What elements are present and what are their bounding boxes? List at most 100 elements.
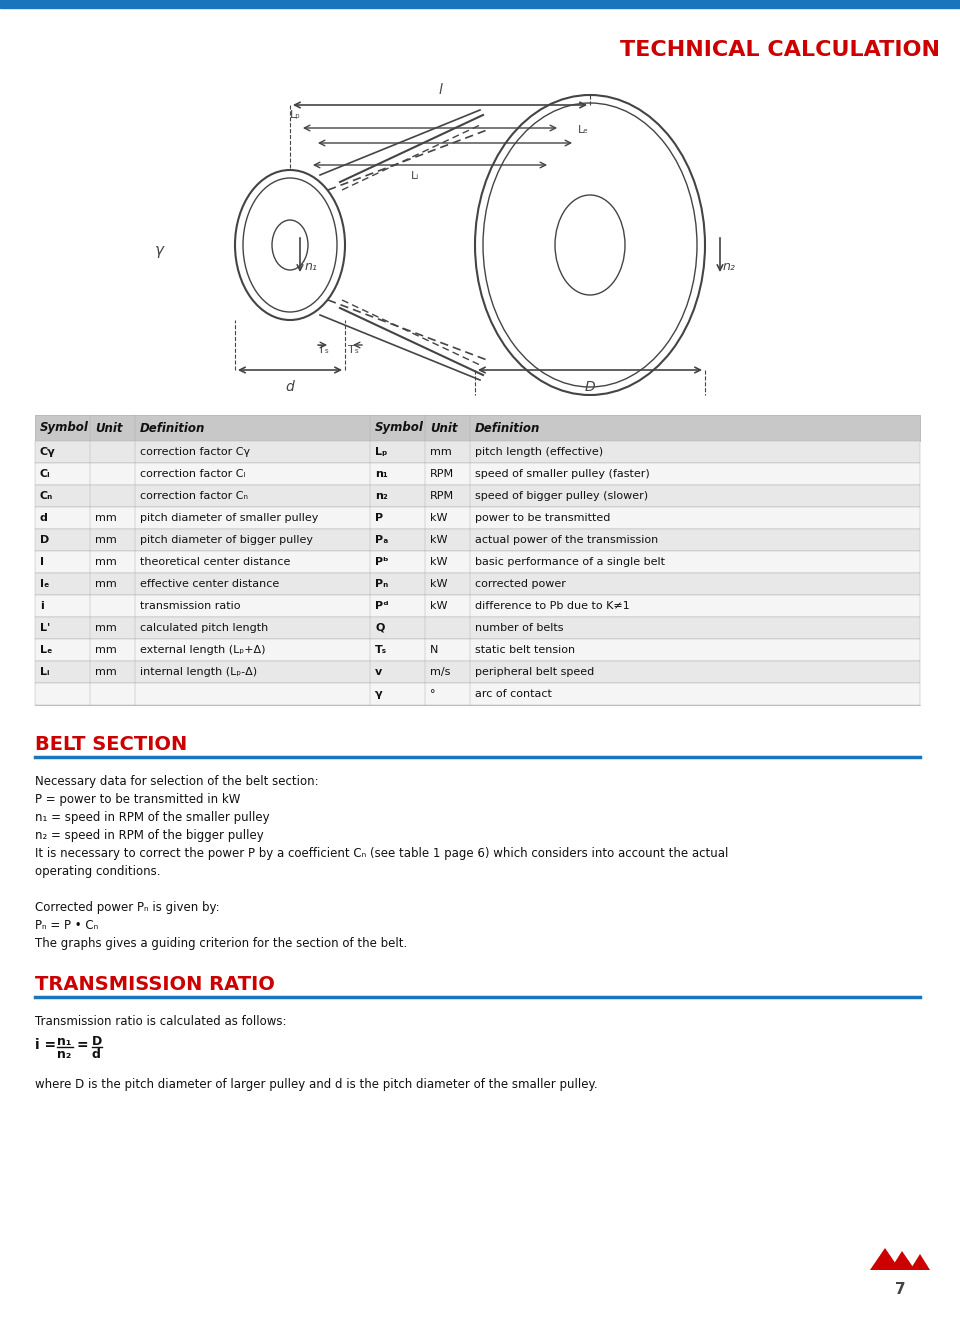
Text: γ: γ: [155, 243, 164, 257]
Text: pitch diameter of smaller pulley: pitch diameter of smaller pulley: [140, 513, 319, 523]
Text: Transmission ratio is calculated as follows:: Transmission ratio is calculated as foll…: [35, 1015, 286, 1028]
Text: Corrected power Pₙ is given by:: Corrected power Pₙ is given by:: [35, 902, 220, 913]
Text: difference to Pb due to K≠1: difference to Pb due to K≠1: [475, 601, 630, 611]
Text: n₁: n₁: [305, 260, 318, 273]
Bar: [35, 639, 920, 661]
Text: kW: kW: [430, 513, 447, 523]
Text: v: v: [375, 667, 382, 677]
Text: Pₙ = P • Cₙ: Pₙ = P • Cₙ: [35, 919, 98, 932]
Text: Iₑ: Iₑ: [40, 579, 49, 589]
Text: mm: mm: [95, 557, 117, 568]
Text: power to be transmitted: power to be transmitted: [475, 513, 611, 523]
Text: i =: i =: [35, 1038, 56, 1052]
Text: d: d: [40, 513, 48, 523]
Bar: [35, 682, 920, 705]
Text: where D is the pitch diameter of larger pulley and d is the pitch diameter of th: where D is the pitch diameter of larger …: [35, 1078, 598, 1092]
Text: external length (Lₚ+Δ): external length (Lₚ+Δ): [140, 645, 266, 655]
Text: mm: mm: [95, 535, 117, 545]
Text: mm: mm: [95, 513, 117, 523]
Text: n₁ = speed in RPM of the smaller pulley: n₁ = speed in RPM of the smaller pulley: [35, 810, 270, 824]
Text: m/s: m/s: [430, 667, 450, 677]
Text: theoretical center distance: theoretical center distance: [140, 557, 290, 568]
Text: n₂: n₂: [723, 260, 736, 273]
Text: effective center distance: effective center distance: [140, 579, 279, 589]
Bar: [35, 550, 920, 573]
Text: correction factor Cγ: correction factor Cγ: [140, 447, 251, 457]
Bar: [35, 414, 920, 441]
Text: Lᵢ: Lᵢ: [411, 172, 420, 181]
Text: pitch diameter of bigger pulley: pitch diameter of bigger pulley: [140, 535, 313, 545]
Text: mm: mm: [95, 667, 117, 677]
Text: kW: kW: [430, 579, 447, 589]
Text: d: d: [286, 380, 295, 393]
Text: correction factor Cₙ: correction factor Cₙ: [140, 491, 248, 502]
Text: d: d: [92, 1048, 101, 1061]
Text: N: N: [430, 645, 439, 655]
Text: transmission ratio: transmission ratio: [140, 601, 241, 611]
Text: L': L': [40, 623, 50, 634]
Text: D: D: [585, 380, 595, 393]
Text: corrected power: corrected power: [475, 579, 565, 589]
Text: static belt tension: static belt tension: [475, 645, 575, 655]
Bar: [35, 507, 920, 529]
Text: pitch length (effective): pitch length (effective): [475, 447, 603, 457]
Text: Pₙ: Pₙ: [375, 579, 388, 589]
Text: operating conditions.: operating conditions.: [35, 865, 160, 878]
Ellipse shape: [555, 195, 625, 294]
Text: γ: γ: [375, 689, 383, 700]
Text: Lₚ: Lₚ: [290, 110, 300, 120]
Bar: [35, 484, 920, 507]
Text: n₁: n₁: [375, 469, 388, 479]
Bar: [35, 441, 920, 463]
Text: Tₛ: Tₛ: [348, 345, 358, 355]
Text: internal length (Lₚ-Δ): internal length (Lₚ-Δ): [140, 667, 257, 677]
Text: Symbol: Symbol: [375, 421, 424, 434]
Text: BELT SECTION: BELT SECTION: [35, 735, 187, 754]
Polygon shape: [870, 1247, 900, 1270]
Text: Unit: Unit: [95, 421, 123, 434]
Text: Tₛ: Tₛ: [318, 345, 328, 355]
Bar: [35, 529, 920, 550]
Text: basic performance of a single belt: basic performance of a single belt: [475, 557, 665, 568]
Text: mm: mm: [430, 447, 452, 457]
Text: RPM: RPM: [430, 491, 454, 502]
Text: n₁: n₁: [57, 1035, 71, 1048]
Text: Cₗ: Cₗ: [40, 469, 51, 479]
Text: Symbol: Symbol: [40, 421, 89, 434]
Bar: [35, 463, 920, 484]
Text: TRANSMISSION RATIO: TRANSMISSION RATIO: [35, 975, 275, 994]
Text: Cγ: Cγ: [40, 447, 56, 457]
Text: mm: mm: [95, 645, 117, 655]
Text: =: =: [77, 1038, 88, 1052]
Text: Q: Q: [375, 623, 384, 634]
Text: l: l: [438, 83, 442, 96]
Text: Lᵢ: Lᵢ: [40, 667, 50, 677]
Text: mm: mm: [95, 623, 117, 634]
Text: speed of smaller pulley (faster): speed of smaller pulley (faster): [475, 469, 650, 479]
Text: kW: kW: [430, 601, 447, 611]
Text: Pᵇ: Pᵇ: [375, 557, 389, 568]
Text: kW: kW: [430, 535, 447, 545]
Text: Pₐ: Pₐ: [375, 535, 388, 545]
Text: TECHNICAL CALCULATION: TECHNICAL CALCULATION: [620, 40, 940, 59]
Text: speed of bigger pulley (slower): speed of bigger pulley (slower): [475, 491, 648, 502]
Text: It is necessary to correct the power P by a coefficient Cₙ (see table 1 page 6) : It is necessary to correct the power P b…: [35, 847, 729, 861]
Text: Lₑ: Lₑ: [578, 125, 588, 135]
Text: Lₑ: Lₑ: [40, 645, 53, 655]
Polygon shape: [890, 1251, 915, 1270]
Text: °: °: [430, 689, 436, 700]
Bar: [35, 573, 920, 595]
Text: Pᵈ: Pᵈ: [375, 601, 389, 611]
Text: peripheral belt speed: peripheral belt speed: [475, 667, 594, 677]
Bar: [35, 661, 920, 682]
Text: RPM: RPM: [430, 469, 454, 479]
Text: The graphs gives a guiding criterion for the section of the belt.: The graphs gives a guiding criterion for…: [35, 937, 407, 950]
Text: correction factor Cₗ: correction factor Cₗ: [140, 469, 246, 479]
Text: 7: 7: [895, 1283, 905, 1298]
Text: mm: mm: [95, 579, 117, 589]
Text: Lₚ: Lₚ: [375, 447, 388, 457]
Text: n₂: n₂: [375, 491, 388, 502]
Bar: [35, 595, 920, 616]
Bar: [0, 0, 960, 8]
Text: Necessary data for selection of the belt section:: Necessary data for selection of the belt…: [35, 775, 319, 788]
